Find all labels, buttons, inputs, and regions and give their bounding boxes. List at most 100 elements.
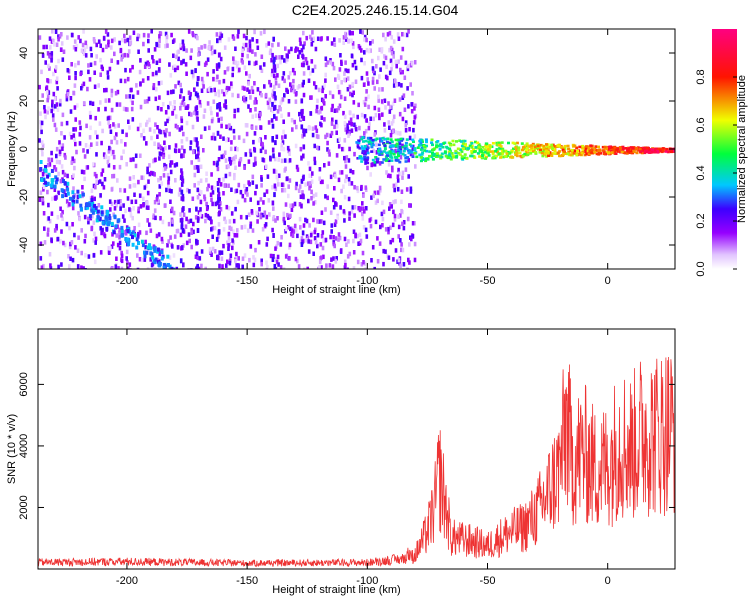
heatmap-cell (333, 222, 337, 227)
heatmap-cell (351, 170, 355, 175)
heatmap-cell (166, 271, 169, 275)
heatmap-cell (297, 54, 300, 59)
heatmap-cell (539, 148, 542, 152)
heatmap-cell (220, 256, 224, 261)
heatmap-cell (52, 91, 56, 97)
heatmap-cell (390, 121, 394, 126)
heatmap-cell (584, 148, 588, 151)
heatmap-cell (196, 165, 200, 171)
heatmap-cell (189, 55, 193, 61)
heatmap-cell (414, 164, 417, 169)
heatmap-cell (199, 212, 202, 217)
heatmap-cell (353, 59, 357, 65)
heatmap-cell (563, 147, 567, 150)
heatmap-cell (334, 201, 337, 206)
heatmap-cell (313, 200, 317, 205)
heatmap-cell (409, 186, 413, 191)
heatmap-cell (447, 156, 450, 160)
heatmap-cell (463, 144, 467, 148)
heatmap-cell (523, 152, 527, 156)
heatmap-cell (293, 201, 297, 207)
heatmap-cell (223, 150, 227, 155)
heatmap-cell (396, 152, 400, 155)
heatmap-cell (356, 145, 360, 149)
heatmap-cell (589, 144, 593, 147)
heatmap-cell (497, 141, 501, 145)
heatmap-cell (276, 240, 280, 246)
heatmap-cell (147, 96, 151, 102)
heatmap-cell (82, 51, 86, 56)
heatmap-cell (386, 173, 390, 178)
heatmap-cell (283, 220, 286, 226)
heatmap-cell (435, 153, 439, 157)
heatmap-cell (366, 77, 369, 82)
heatmap-cell (124, 107, 128, 112)
heatmap-cell (547, 154, 550, 157)
heatmap-cell (292, 229, 296, 234)
heatmap-cell (263, 210, 267, 215)
heatmap-cell (312, 251, 315, 256)
heatmap-cell (364, 128, 368, 134)
heatmap-cell (370, 145, 374, 149)
heatmap-cell (295, 181, 298, 187)
heatmap-cell (311, 132, 315, 138)
heatmap-cell (369, 223, 373, 229)
heatmap-cell (68, 131, 72, 137)
chart-title: C2E4.2025.246.15.14.G04 (292, 2, 459, 18)
heatmap-cell (378, 115, 381, 121)
heatmap-cell (128, 176, 132, 181)
heatmap-cell (291, 127, 294, 132)
heatmap-cell (118, 235, 121, 240)
heatmap-cell (352, 266, 356, 269)
heatmap-cell (408, 143, 412, 146)
heatmap-cell (287, 49, 291, 54)
heatmap-cell (242, 42, 246, 48)
heatmap-cell (193, 87, 196, 92)
heatmap-cell (333, 42, 337, 47)
heatmap-cell (364, 139, 368, 143)
heatmap-cell (456, 151, 460, 155)
heatmap-cell (157, 177, 160, 183)
heatmap-cell (40, 178, 44, 182)
heatmap-cell (174, 84, 177, 89)
heatmap-cell (145, 141, 148, 146)
heatmap-cell (89, 100, 92, 106)
heatmap-cell (202, 114, 206, 119)
heatmap-cell (359, 29, 362, 34)
heatmap-cell (472, 150, 476, 154)
heatmap-cell (616, 150, 620, 153)
heatmap-cell (234, 165, 237, 170)
heatmap-cell (259, 148, 263, 154)
heatmap-cell (149, 251, 153, 256)
heatmap-cell (80, 86, 83, 91)
heatmap-cell (251, 228, 255, 233)
heatmap-cell (411, 155, 415, 158)
heatmap-cell (91, 101, 95, 106)
heatmap-cell (218, 263, 221, 269)
heatmap-cell (276, 216, 279, 221)
heatmap-cell (174, 271, 177, 275)
heatmap-cell (350, 209, 354, 215)
heatmap-cell (257, 240, 261, 245)
heatmap-cell (399, 263, 402, 268)
heatmap-cell (253, 146, 256, 152)
heatmap-cell (346, 126, 350, 131)
heatmap-cell (112, 165, 116, 170)
heatmap-cell (359, 238, 363, 244)
heatmap-cell (299, 146, 303, 152)
heatmap-cell (330, 223, 334, 228)
heatmap-cell (255, 39, 259, 44)
heatmap-cell (265, 267, 268, 269)
heatmap-cell (84, 40, 88, 46)
heatmap-cell (172, 210, 176, 216)
heatmap-cell (345, 155, 349, 160)
heatmap-cell (376, 259, 380, 264)
heatmap-cell (133, 233, 137, 238)
heatmap-cell (352, 90, 355, 95)
heatmap-cell (172, 89, 175, 94)
heatmap-cell (659, 147, 663, 151)
heatmap-cell (210, 50, 214, 56)
heatmap-cell (152, 85, 155, 91)
heatmap-cell (303, 131, 306, 137)
heatmap-cell (126, 37, 130, 43)
